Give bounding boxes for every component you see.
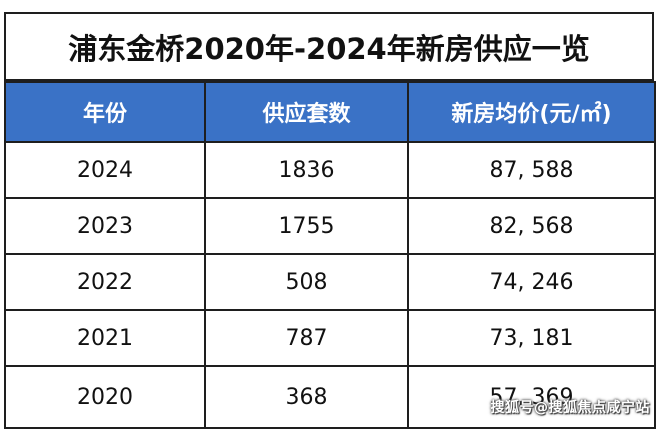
cell-year: 2022 [4,253,206,311]
cell-avg-price: 87, 588 [407,141,656,199]
table-row: 2022 508 74, 246 [4,253,656,311]
table-row: 2021 787 73, 181 [4,309,656,367]
cell-year: 2024 [4,141,206,199]
table-title: 浦东金桥2020年-2024年新房供应一览 [4,12,654,81]
header-avg-price: 新房均价(元/㎡) [407,81,656,143]
watermark-text: 搜狐号@搜狐焦点咸宁站 [490,400,650,416]
cell-avg-price: 74, 246 [407,253,656,311]
cell-supply-units: 508 [204,253,409,311]
table-row: 2023 1755 82, 568 [4,197,656,255]
cell-year: 2023 [4,197,206,255]
cell-supply-units: 787 [204,309,409,367]
header-supply-units: 供应套数 [204,81,409,143]
supply-table: 年份 供应套数 新房均价(元/㎡) 2024 1836 87, 588 2023… [4,81,656,429]
cell-avg-price: 73, 181 [407,309,656,367]
cell-avg-price: 82, 568 [407,197,656,255]
header-year: 年份 [4,81,206,143]
cell-year: 2020 [4,365,206,429]
table-row: 2024 1836 87, 588 [4,141,656,199]
cell-year: 2021 [4,309,206,367]
cell-supply-units: 368 [204,365,409,429]
cell-supply-units: 1836 [204,141,409,199]
cell-supply-units: 1755 [204,197,409,255]
header-row: 年份 供应套数 新房均价(元/㎡) [4,81,656,143]
